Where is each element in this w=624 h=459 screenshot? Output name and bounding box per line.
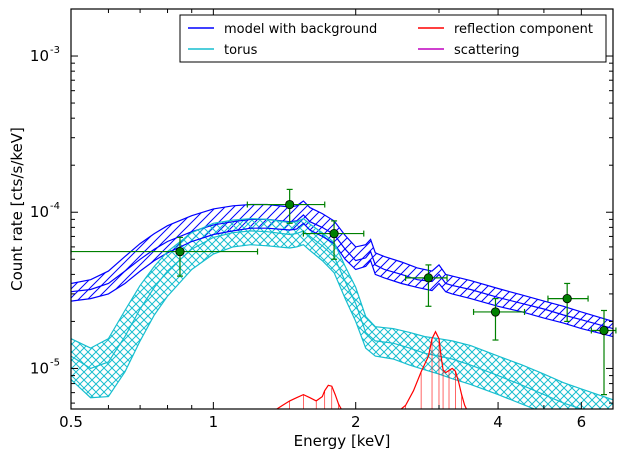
y-tick-exponent: -3: [50, 45, 60, 56]
x-tick-label: 4: [493, 413, 503, 431]
torus-upper-line: [71, 217, 613, 401]
legend-box: [179, 14, 607, 63]
legend: model with background reflection componen…: [179, 14, 607, 63]
legend-label: torus: [224, 43, 258, 58]
legend-label: reflection component: [454, 22, 593, 37]
data-point: [547, 282, 589, 323]
y-tick-exponent: -5: [50, 357, 60, 368]
data-point: [405, 264, 448, 307]
data-marker: [423, 273, 434, 283]
y-tick-exponent: -4: [50, 201, 60, 212]
model-with-background-upper-line: [71, 200, 613, 322]
x-tick-label: 1: [209, 413, 219, 431]
data-marker: [285, 199, 295, 210]
x-tick-label: 2: [351, 413, 361, 431]
model-with-background-line: [71, 214, 613, 330]
y-tick-label: 10: [30, 47, 49, 65]
data-marker: [599, 325, 609, 336]
y-tick-label: 10: [30, 203, 49, 221]
model-with-background-lower-line: [71, 222, 613, 338]
data-point: [246, 188, 326, 224]
torus-band: [71, 218, 613, 409]
legend-label: scattering: [454, 43, 520, 58]
legend-entry: scattering: [418, 43, 520, 58]
reflection-component-line: [275, 330, 468, 409]
data-marker: [562, 293, 572, 304]
data-marker: [329, 228, 339, 239]
x-tick-label: 6: [577, 413, 587, 431]
plot-frame: [70, 8, 614, 410]
legend-label: model with background: [224, 22, 377, 37]
data-marker: [490, 307, 501, 317]
legend-entry: torus: [188, 43, 258, 58]
data-point: [472, 297, 526, 341]
torus-line: [71, 230, 583, 409]
y-tick-label: 10: [30, 359, 49, 377]
data-point: [590, 309, 617, 396]
data-point: [302, 220, 365, 260]
plot-area: [71, 9, 613, 409]
legend-entry: model with background: [188, 22, 377, 37]
x-axis-label: Energy [keV]: [294, 432, 391, 450]
y-axis-label: Count rate [cts/s/keV]: [8, 127, 26, 291]
x-tick-label: 0.5: [59, 413, 83, 431]
data-marker: [175, 246, 185, 257]
legend-entry: reflection component: [418, 22, 593, 37]
torus-lower-line: [71, 244, 536, 409]
